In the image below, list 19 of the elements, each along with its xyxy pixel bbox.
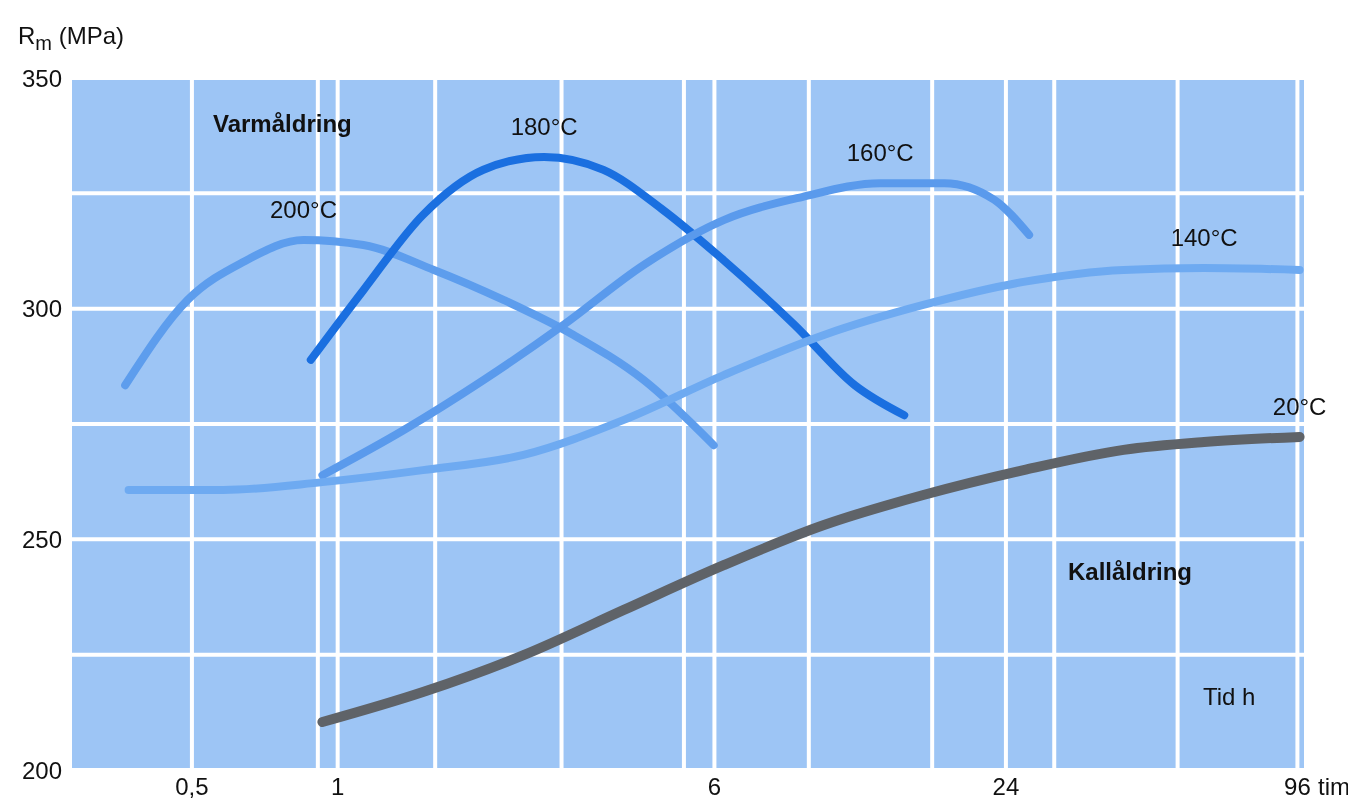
y-tick-label: 250 [21,525,62,553]
x-tick-label: 96 [1284,773,1311,801]
annotation: Tid h [1203,683,1256,711]
series-label: 180°C [510,112,578,140]
series-label: 20°C [1272,392,1327,420]
y-tick-label: 300 [21,295,62,323]
x-tick-label: 24 [992,773,1020,801]
annotation: Varmåldring [213,110,352,138]
x-axis-title: tim [1318,772,1350,800]
y-tick-label: 350 [21,64,62,92]
x-tick-label: 6 [707,773,722,801]
y-tick-label: 200 [21,756,62,784]
annotation: Kallåldring [1068,558,1193,586]
y-axis-title: R$_{m}$ (MPa) [18,22,125,55]
x-tick-label: 0,5 [175,773,209,801]
x-tick-label: 1 [330,773,345,801]
series-label: 160°C [846,139,914,167]
series-label: 200°C [270,195,337,223]
series-label: 140°C [1170,224,1238,252]
